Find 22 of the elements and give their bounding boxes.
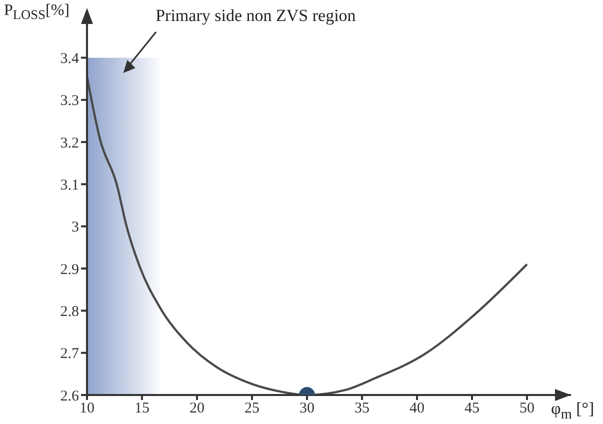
y-tick-label: 2.8 [60, 304, 79, 320]
y-tick-label: 3.1 [60, 178, 79, 194]
y-tick-label: 3.4 [60, 51, 80, 68]
y-tick-label: 3.2 [60, 135, 79, 152]
x-tick-label: 15 [134, 400, 150, 417]
y-tick-label: 3 [72, 220, 79, 236]
line-series [87, 76, 528, 395]
x-tick-label: 45 [464, 400, 480, 417]
y-tick-label: 2.7 [60, 346, 80, 362]
x-tick-label: 10 [80, 400, 94, 417]
y-tick-label: 2.6 [60, 388, 80, 404]
y-tick-label: 2.9 [60, 262, 79, 278]
x-tick-label: 25 [244, 400, 260, 417]
x-axis-title: φ$_{m}$ [°] [551, 399, 594, 424]
x-tick-label: 40 [410, 400, 424, 417]
band-label: Primary side non ZVS region [156, 6, 356, 26]
x-tick-label: 50 [520, 400, 534, 417]
y-tick-label: 3.3 [60, 93, 79, 110]
x-tick-label: 30 [300, 400, 314, 417]
x-tick-label: 20 [190, 400, 204, 417]
y-axis-title: P$_{LOSS}$[%] [4, 2, 70, 24]
x-tick-label: 35 [354, 400, 370, 417]
